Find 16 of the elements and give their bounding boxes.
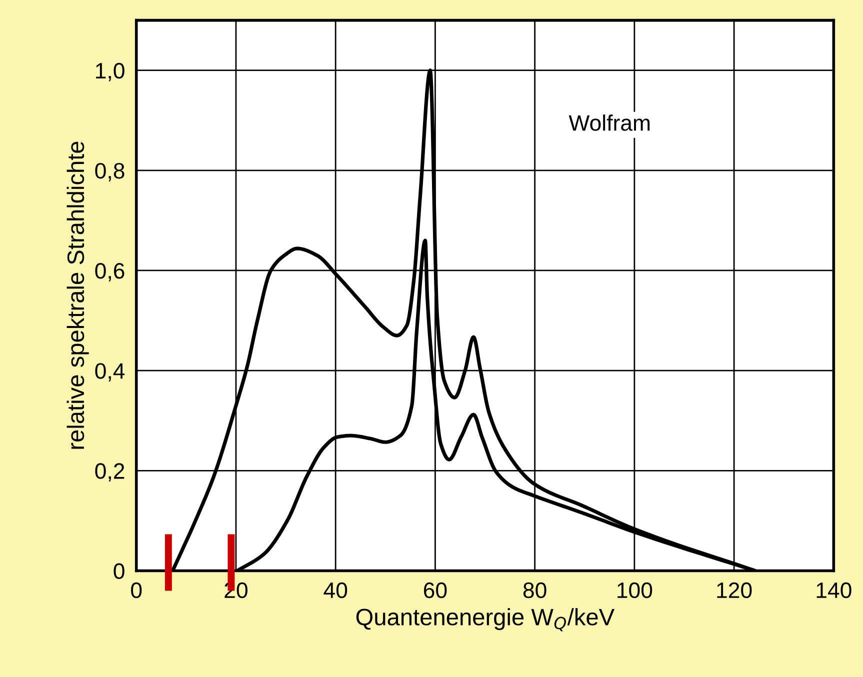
annotation: Wolfram (568, 114, 650, 131)
x-tick-label: 120 (717, 582, 752, 598)
x-tick-label: 60 (424, 582, 447, 598)
y-tick-label: 0,2 (95, 463, 124, 482)
x-tick-label: 140 (816, 582, 852, 598)
x-tick-label: 40 (324, 582, 348, 598)
y-tick-label: 0,4 (95, 363, 125, 382)
y-tick-label: 0,6 (95, 263, 124, 282)
x-tick-label: 0 (131, 582, 142, 598)
x-axis-title: Quantenenergie W$_{Q}$/keV (356, 608, 614, 632)
y-axis-title: relative spektrale Strahldichte (66, 142, 89, 449)
x-tick-label: 80 (523, 582, 546, 598)
y-tick-label: 1,0 (96, 62, 124, 82)
y-tick-label: 0 (114, 563, 124, 579)
x-tick-label: 100 (618, 582, 652, 598)
y-tick-label: 0,8 (95, 162, 124, 182)
